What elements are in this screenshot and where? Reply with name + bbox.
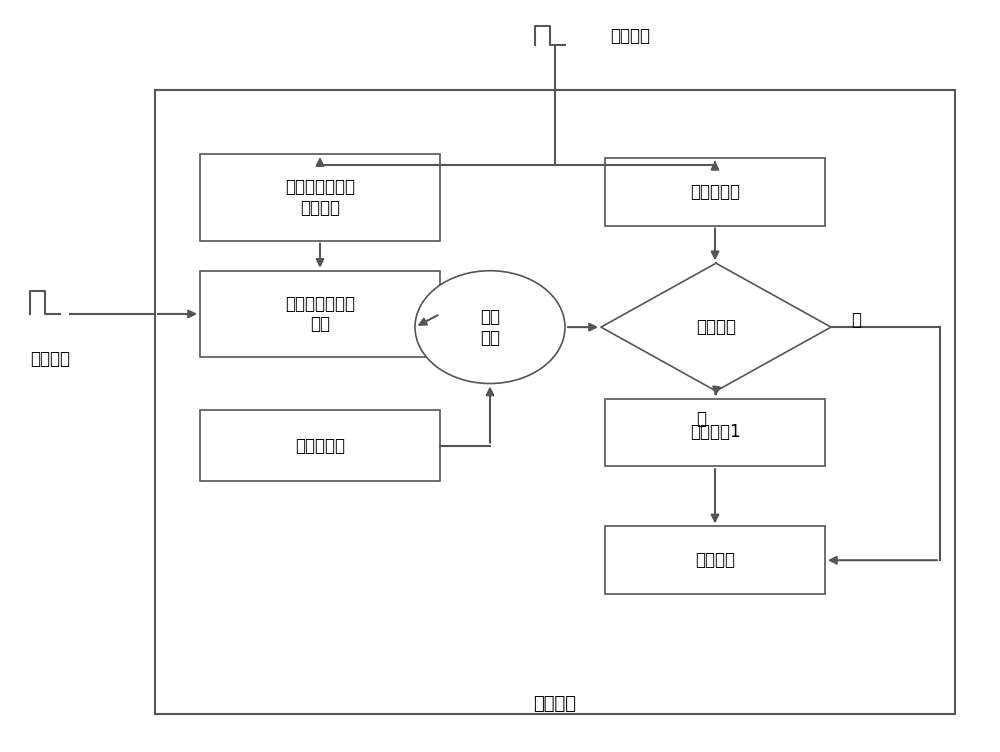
Text: 标记移位寄存器
设为高阻: 标记移位寄存器 设为高阻 xyxy=(285,178,355,217)
Text: 标记寄存器: 标记寄存器 xyxy=(295,437,345,454)
Text: 同或
运算: 同或 运算 xyxy=(480,308,500,347)
Text: 停止计数: 停止计数 xyxy=(695,551,735,569)
Bar xyxy=(605,158,825,226)
Text: 跟踪计数: 跟踪计数 xyxy=(534,695,576,713)
Text: 标记移位寄存器
更新: 标记移位寄存器 更新 xyxy=(285,295,355,333)
Text: 复位信号: 复位信号 xyxy=(610,27,650,44)
Text: 时钟信号: 时钟信号 xyxy=(30,350,70,368)
Text: 是: 是 xyxy=(851,311,861,329)
Ellipse shape xyxy=(415,271,565,384)
Bar xyxy=(200,410,440,481)
Text: 是否相等: 是否相等 xyxy=(696,318,736,336)
Bar xyxy=(200,271,440,357)
Bar xyxy=(200,154,440,241)
Text: 计数器加1: 计数器加1 xyxy=(690,423,740,441)
Text: 计数器复位: 计数器复位 xyxy=(690,183,740,201)
Bar xyxy=(155,90,955,714)
Text: 否: 否 xyxy=(696,410,706,428)
Bar xyxy=(605,526,825,594)
Bar xyxy=(605,399,825,466)
